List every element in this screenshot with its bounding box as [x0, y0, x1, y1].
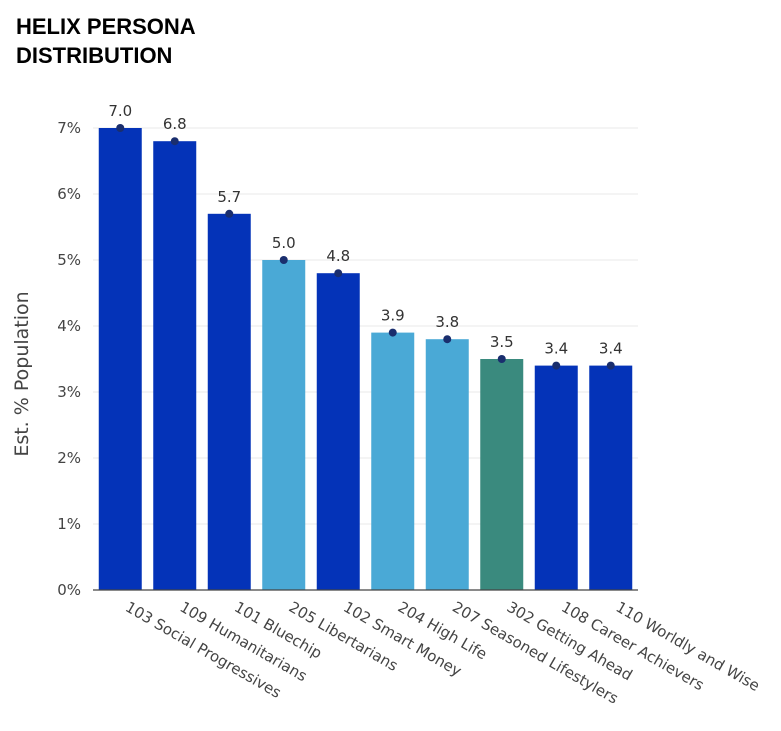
bar[interactable] — [98, 128, 142, 590]
bar[interactable] — [534, 365, 578, 590]
bar-top-marker — [334, 269, 343, 278]
chart-title-line-2: DISTRIBUTION — [16, 43, 173, 68]
bars — [98, 128, 633, 591]
bar-top-marker — [606, 361, 615, 370]
data-label: 3.8 — [435, 313, 459, 331]
bar-top-marker — [279, 256, 288, 264]
bar-top-marker — [225, 209, 234, 218]
data-label: 7.0 — [108, 102, 132, 120]
bar-top-marker — [443, 335, 452, 344]
y-tick-label: 3% — [57, 383, 81, 401]
bar[interactable] — [153, 141, 197, 590]
bar-top-marker — [170, 137, 179, 146]
bar-top-marker — [388, 328, 397, 337]
bar-top-markers — [116, 124, 615, 370]
chart-title: HELIX PERSONA DISTRIBUTION — [16, 12, 316, 70]
bar-top-marker — [116, 124, 125, 132]
y-tick-label: 7% — [57, 119, 81, 137]
y-tick-label: 0% — [57, 581, 81, 599]
bar-top-marker — [552, 361, 561, 370]
y-tick-label: 1% — [57, 515, 81, 533]
bar[interactable] — [316, 273, 360, 590]
data-label: 6.8 — [163, 115, 187, 133]
bar[interactable] — [589, 365, 633, 590]
chart-title-line-1: HELIX PERSONA — [16, 14, 196, 39]
data-label: 3.4 — [599, 340, 623, 358]
y-tick-label: 5% — [57, 251, 81, 269]
bar[interactable] — [262, 260, 306, 590]
y-tick-label: 4% — [57, 317, 81, 335]
bar[interactable] — [371, 332, 415, 590]
y-axis-ticks: 0% 1% 2% 3% 4% 5% 6% 7% — [57, 119, 81, 599]
data-label: 3.5 — [490, 333, 514, 351]
y-tick-label: 2% — [57, 449, 81, 467]
y-tick-label: 6% — [57, 185, 81, 203]
bar[interactable] — [207, 213, 251, 591]
bar[interactable] — [425, 339, 469, 590]
data-labels: 7.0 6.8 5.7 5.0 4.8 3.9 3.8 3.5 3.4 3.4 — [108, 102, 622, 358]
data-label: 5.7 — [217, 188, 241, 206]
data-label: 3.9 — [381, 307, 405, 325]
data-label: 4.8 — [326, 247, 350, 265]
y-axis-title: Est. % Population — [11, 291, 33, 456]
bar-top-marker — [497, 355, 506, 363]
bar[interactable] — [480, 359, 524, 590]
data-label: 5.0 — [272, 234, 296, 252]
data-label: 3.4 — [544, 340, 568, 358]
